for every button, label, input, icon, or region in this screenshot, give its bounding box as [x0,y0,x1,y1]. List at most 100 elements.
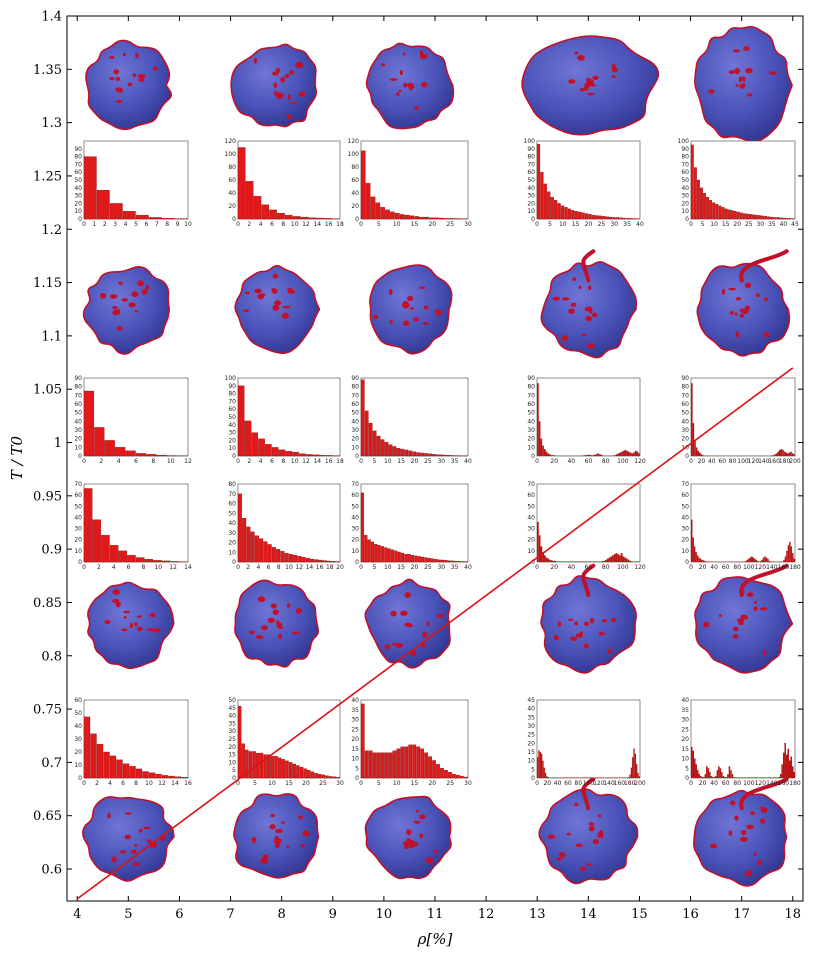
histogram-x-tick-label: 60 [722,780,730,787]
cluster-defect [118,281,123,285]
histogram-bar [791,453,794,456]
histogram-y-tick-label: 50 [351,410,359,417]
histogram-bar [638,561,640,562]
histogram-bar [610,556,613,562]
cluster-defect [718,614,722,618]
histogram-bar [628,777,630,778]
histogram-bar [743,561,746,562]
histogram-bar [736,211,740,220]
histogram-bar [552,455,555,456]
cluster-defect [149,612,156,618]
histogram-bar [772,455,775,456]
histogram-bar [758,215,761,220]
cluster-defect [412,841,419,847]
histogram-x-tick-label: 20 [411,564,419,571]
histogram-y-tick-label: 5 [685,765,689,772]
histogram-y-tick-label: 40 [351,697,359,704]
histogram-bar [693,167,697,220]
histogram-bar [633,452,635,456]
cluster-defect [112,309,118,316]
histogram-bar [325,775,329,779]
histogram-bar [758,777,761,778]
cluster-defect [733,49,741,53]
cluster-defect [398,89,402,93]
histogram-bar [695,764,698,778]
histogram-y-tick-label: 70 [681,392,689,399]
histogram-bar [627,451,630,456]
histogram-bar [792,553,794,562]
histogram-y-tick-label: 0 [685,775,689,782]
histogram-bar [424,453,429,457]
y-tick-label: 0.65 [33,809,62,824]
cluster-image [538,777,639,885]
histogram-x-tick-label: 0 [689,458,693,465]
histogram-bar [360,703,365,779]
histogram-bar [412,744,417,779]
histogram-x-tick-label: 160 [778,564,790,571]
histogram-bar [550,455,553,456]
histogram-bar [433,217,439,220]
histogram-bar [577,777,580,778]
histogram-bar [297,556,302,563]
histogram-bar [408,450,413,457]
histogram-bar [707,561,709,562]
histogram-bar [307,770,311,779]
cluster-defect [132,73,137,78]
cluster-defect [137,280,144,287]
cluster-defect [145,285,150,291]
histogram-bar [788,218,792,220]
histogram-bar [560,777,563,778]
histogram-x-tick-label: 0 [689,564,693,571]
histogram-x-tick-label: 8 [277,564,281,571]
histogram-bar [447,560,451,563]
histogram-bar [543,449,546,456]
histogram-x-tick-label: 120 [755,780,767,787]
cluster-defect [735,84,739,87]
histogram-bar [733,777,735,778]
cluster-defect [138,78,145,82]
histogram-y-tick-label: 80 [681,384,689,391]
histogram-bar [122,211,136,220]
histogram-bar [265,444,272,457]
histogram-x-tick-label: 0 [236,458,240,465]
cluster-defect [747,592,754,597]
histogram-bar [288,762,293,779]
cluster-defect [153,66,158,71]
histogram-bar [696,179,700,220]
cluster-defect [768,71,777,75]
cluster-defect [278,633,282,640]
histogram-x-tick-label: 18 [336,458,344,465]
cluster-defect [419,814,426,820]
histogram-x-tick-label: 12 [302,221,310,228]
histogram-bar [746,777,749,778]
histogram-bar [375,202,381,220]
cluster-defect [143,826,151,830]
histogram-y-tick-label: 70 [74,481,82,488]
x-tick-label: 14 [580,907,597,922]
histogram-bar [416,746,421,779]
histogram-x-tick-label: 5 [134,221,138,228]
histogram-bar [634,450,637,456]
cluster-defect [138,73,146,79]
histogram-bar [542,760,544,778]
cluster-defect [128,302,136,308]
histogram-bar [776,217,780,220]
histogram-x-tick-label: 25 [446,780,454,787]
cluster-tendril [739,777,789,811]
histogram-bar [563,561,565,562]
histogram-bar [572,777,574,778]
histogram-bar [300,216,309,220]
histogram-y-tick-label: 25 [351,726,359,733]
cluster-defect [757,859,763,866]
cluster-defect [744,282,752,289]
histogram-bar [776,777,779,778]
histogram-bar [269,209,277,220]
histogram-bar [615,217,620,220]
histogram-bar [441,559,445,563]
histogram-y-tick-label: 70 [527,161,535,168]
cluster-defect [272,609,279,615]
histogram-bar [570,777,572,778]
histogram-bar [387,548,391,563]
y-tick-label: 1.1 [41,329,62,344]
